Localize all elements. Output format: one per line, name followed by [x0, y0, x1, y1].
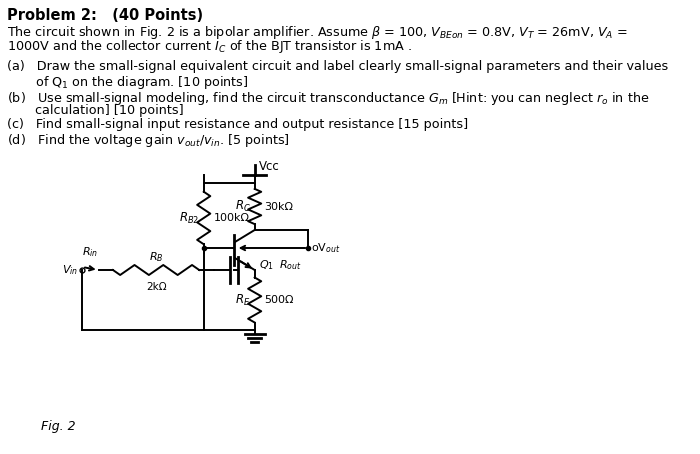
Text: (d)   Find the voltage gain $v_{out}/v_{in}$. [5 points]: (d) Find the voltage gain $v_{out}/v_{in… [6, 132, 289, 149]
Text: $R_{in}$: $R_{in}$ [82, 245, 99, 259]
Text: $R_{B2}$: $R_{B2}$ [179, 211, 200, 226]
Text: $R_B$: $R_B$ [149, 250, 163, 264]
Text: $R_E$: $R_E$ [235, 292, 251, 307]
Text: of Q$_1$ on the diagram. [10 points]: of Q$_1$ on the diagram. [10 points] [6, 74, 248, 91]
Text: Problem 2:   (40 Points): Problem 2: (40 Points) [6, 8, 203, 23]
Text: (c)   Find small-signal input resistance and output resistance [15 points]: (c) Find small-signal input resistance a… [6, 118, 468, 131]
Text: oV$_{out}$: oV$_{out}$ [312, 241, 341, 255]
Text: Vcc: Vcc [259, 160, 279, 173]
Text: $R_{out}$: $R_{out}$ [279, 258, 302, 272]
Text: (a)   Draw the small-signal equivalent circuit and label clearly small-signal pa: (a) Draw the small-signal equivalent cir… [6, 60, 668, 73]
Text: 100kΩ: 100kΩ [214, 213, 250, 223]
Text: (b)   Use small-signal modeling, find the circuit transconductance $G_m$ [Hint: : (b) Use small-signal modeling, find the … [6, 90, 649, 107]
Text: calculation] [10 points]: calculation] [10 points] [6, 104, 183, 117]
Text: 2kΩ: 2kΩ [146, 282, 167, 292]
Text: Fig. 2: Fig. 2 [41, 420, 76, 433]
Text: 500Ω: 500Ω [265, 295, 294, 305]
Text: The circuit shown in Fig. 2 is a bipolar amplifier. Assume $\beta$ = 100, $V_{BE: The circuit shown in Fig. 2 is a bipolar… [6, 24, 627, 41]
Text: $R_C$: $R_C$ [234, 199, 251, 214]
Text: $V_{in}$: $V_{in}$ [62, 263, 78, 277]
Text: 1000V and the collector current $I_C$ of the BJT transistor is 1mA .: 1000V and the collector current $I_C$ of… [6, 38, 412, 55]
Text: $Q_1$: $Q_1$ [259, 258, 274, 272]
Text: 30kΩ: 30kΩ [265, 202, 293, 212]
